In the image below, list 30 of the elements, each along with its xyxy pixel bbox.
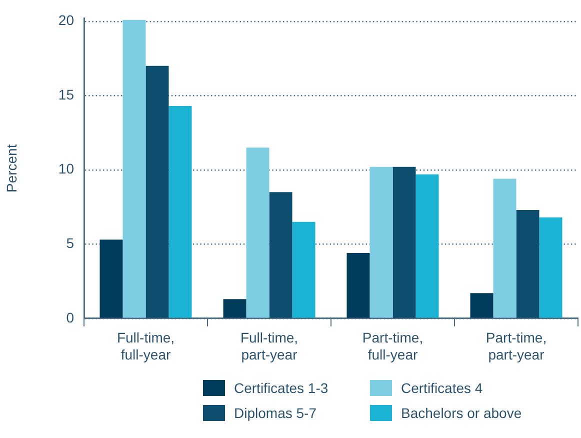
y-tick-label: 0 <box>66 309 74 326</box>
y-tick-label: 5 <box>66 235 74 251</box>
bar <box>370 166 393 318</box>
bar <box>392 166 416 318</box>
legend-label: Diplomas 5-7 <box>234 405 316 421</box>
legend-label: Bachelors or above <box>401 405 522 421</box>
legend-label: Certificates 1-3 <box>234 380 328 396</box>
y-tick-label: 15 <box>58 86 74 102</box>
x-tick-label: Part-time, full-year <box>362 330 424 362</box>
x-tick-label: Full-time, full-year <box>116 330 175 362</box>
bar <box>493 178 516 318</box>
legend-label: Certificates 4 <box>401 380 483 396</box>
bar <box>146 66 169 318</box>
bar <box>122 20 146 318</box>
y-tick-label: 20 <box>58 12 74 28</box>
bar <box>100 240 123 318</box>
bar <box>223 299 246 318</box>
bar <box>292 222 316 318</box>
bar <box>470 293 494 318</box>
bar <box>416 174 439 318</box>
bar <box>346 253 370 318</box>
x-tick-label: Part-time, part-year <box>486 330 547 362</box>
y-axis-title: Percent <box>3 144 20 193</box>
bar <box>246 148 270 318</box>
bar <box>168 106 192 318</box>
y-tick-label: 10 <box>58 160 74 177</box>
bar <box>516 210 540 318</box>
bar <box>269 192 292 318</box>
x-tick-label: Full-time, part-year <box>240 330 298 362</box>
bar <box>539 217 562 318</box>
